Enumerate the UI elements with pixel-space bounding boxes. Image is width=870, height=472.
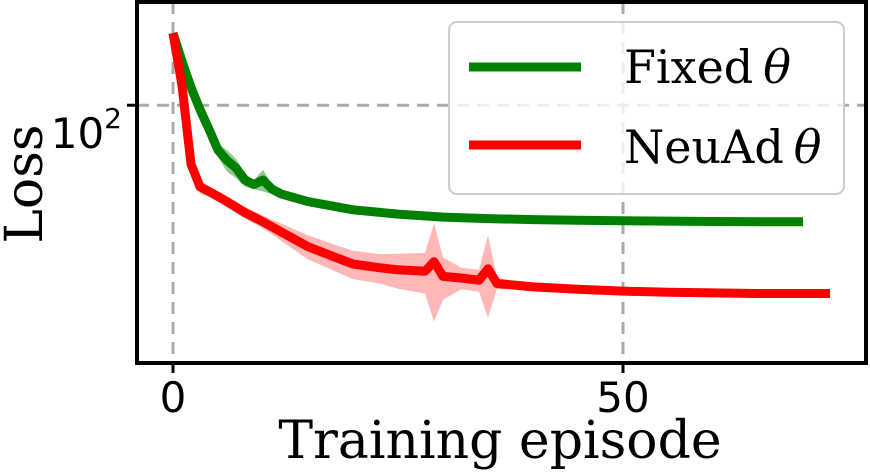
series-line-fixed	[168, 31, 803, 227]
band-neuad	[173, 33, 830, 322]
xtick-label-50: 50	[596, 373, 649, 422]
legend-label-neuad: NeuAd θ	[624, 120, 821, 174]
x-axis-label: Training episode	[278, 411, 721, 471]
legend: Fixed θ NeuAd θ	[448, 21, 845, 195]
confidence-bands	[173, 33, 830, 322]
ytick-label-100: 102	[51, 102, 122, 158]
axis-ticks	[127, 103, 625, 373]
series-lines	[168, 31, 830, 298]
y-axis-label: Loss	[0, 124, 55, 243]
legend-label-fixed: Fixed θ	[624, 40, 791, 94]
xtick-label-0: 0	[160, 373, 187, 422]
plot-frame	[135, 0, 868, 365]
series-line-neuad	[168, 32, 830, 298]
